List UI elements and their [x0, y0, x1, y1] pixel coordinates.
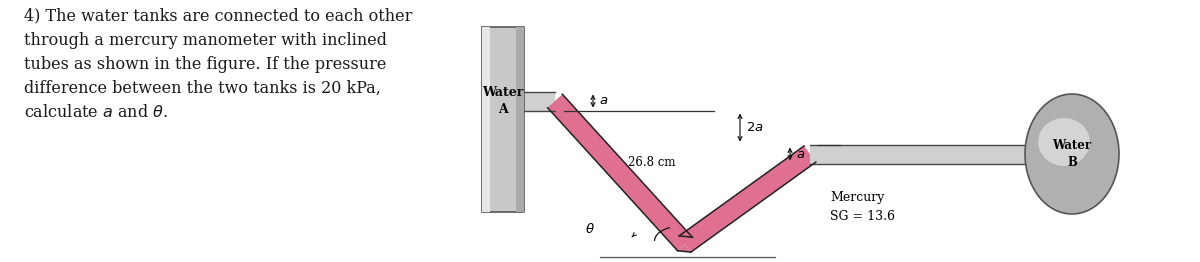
Bar: [482, 27, 490, 212]
Ellipse shape: [1038, 118, 1090, 166]
Polygon shape: [547, 94, 692, 251]
Text: $\theta$: $\theta$: [586, 222, 595, 236]
Text: 26.8 cm: 26.8 cm: [628, 156, 676, 169]
Text: $a$: $a$: [796, 148, 805, 161]
Polygon shape: [679, 146, 816, 252]
Text: Mercury
SG = 13.6: Mercury SG = 13.6: [830, 192, 895, 222]
Text: Water
B: Water B: [1052, 139, 1092, 169]
Polygon shape: [678, 236, 692, 252]
Ellipse shape: [1025, 94, 1120, 214]
Text: Water
A: Water A: [482, 86, 523, 116]
Text: $a$: $a$: [599, 95, 608, 107]
Bar: [516, 27, 524, 212]
Bar: [810, 145, 1025, 163]
Text: $2a$: $2a$: [746, 121, 763, 134]
Bar: [482, 27, 524, 212]
Text: 4) The water tanks are connected to each other
through a mercury manometer with : 4) The water tanks are connected to each…: [24, 8, 413, 122]
Bar: [524, 91, 554, 111]
